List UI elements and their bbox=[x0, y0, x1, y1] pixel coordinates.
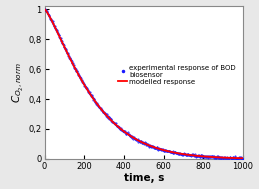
experimental response of BOD
biosensor bbox=[43, 8, 46, 10]
modelled response bbox=[119, 128, 122, 130]
Y-axis label: $C_{O_2,norm}$: $C_{O_2,norm}$ bbox=[11, 62, 26, 103]
Legend: experimental response of BOD
biosensor, modelled response: experimental response of BOD biosensor, … bbox=[117, 63, 238, 86]
Line: experimental response of BOD
biosensor: experimental response of BOD biosensor bbox=[44, 9, 243, 160]
Line: modelled response: modelled response bbox=[45, 9, 243, 158]
experimental response of BOD
biosensor bbox=[150, 144, 154, 147]
experimental response of BOD
biosensor bbox=[230, 158, 233, 160]
experimental response of BOD
biosensor bbox=[237, 156, 240, 158]
modelled response bbox=[66, 52, 69, 54]
experimental response of BOD
biosensor bbox=[139, 141, 142, 143]
modelled response bbox=[216, 156, 219, 158]
experimental response of BOD
biosensor bbox=[137, 139, 140, 142]
experimental response of BOD
biosensor bbox=[206, 155, 209, 157]
modelled response bbox=[43, 8, 46, 10]
modelled response bbox=[77, 74, 81, 77]
X-axis label: time, s: time, s bbox=[124, 174, 164, 184]
modelled response bbox=[241, 157, 244, 159]
experimental response of BOD
biosensor bbox=[241, 158, 244, 160]
modelled response bbox=[128, 134, 131, 136]
modelled response bbox=[238, 157, 241, 159]
experimental response of BOD
biosensor bbox=[161, 149, 164, 151]
